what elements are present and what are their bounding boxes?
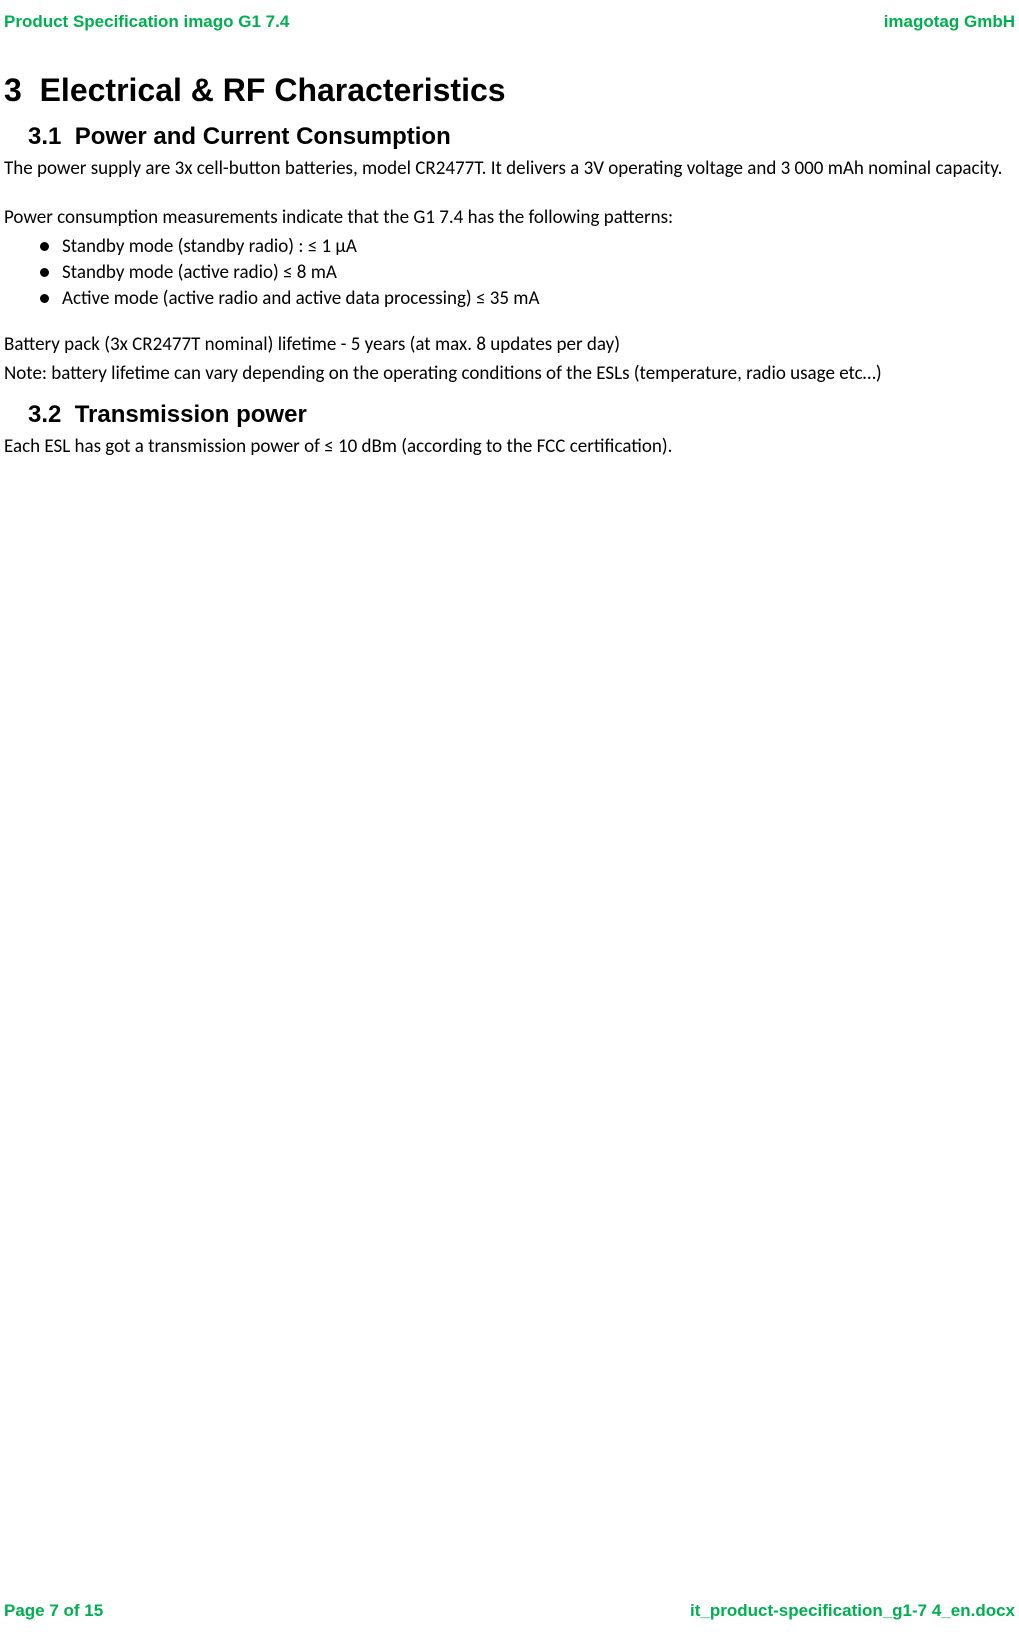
header-right: imagotag GmbH bbox=[884, 12, 1015, 32]
bullet-item: Standby mode (standby radio) : ≤ 1 µA bbox=[40, 234, 1015, 260]
bullet-item: Standby mode (active radio) ≤ 8 mA bbox=[40, 260, 1015, 286]
sub2-para1: Each ESL has got a transmission power of… bbox=[4, 435, 1015, 460]
section-number: 3 bbox=[4, 72, 22, 108]
footer-right: it_product-specification_g1-7 4_en.docx bbox=[690, 1601, 1015, 1621]
subsection-1-title: Power and Current Consumption bbox=[75, 123, 451, 150]
header-left: Product Specification imago G1 7.4 bbox=[4, 12, 289, 32]
page-content: 3 Electrical & RF Characteristics 3.1 Po… bbox=[0, 32, 1019, 459]
page-header: Product Specification imago G1 7.4 imago… bbox=[0, 0, 1019, 32]
sub1-para4: Note: battery lifetime can vary dependin… bbox=[4, 362, 1015, 387]
sub1-para1: The power supply are 3x cell-button batt… bbox=[4, 157, 1015, 182]
page-footer: Page 7 of 15 it_product-specification_g1… bbox=[4, 1601, 1015, 1621]
sub1-bullet-list: Standby mode (standby radio) : ≤ 1 µA St… bbox=[40, 234, 1015, 311]
subsection-heading-2: 3.2 Transmission power bbox=[28, 401, 1015, 429]
section-title: Electrical & RF Characteristics bbox=[40, 72, 506, 108]
subsection-2-title: Transmission power bbox=[75, 401, 307, 428]
section-heading: 3 Electrical & RF Characteristics bbox=[4, 72, 1015, 109]
footer-left: Page 7 of 15 bbox=[4, 1601, 103, 1621]
sub1-para2: Power consumption measurements indicate … bbox=[4, 206, 1015, 231]
subsection-2-number: 3.2 bbox=[28, 401, 61, 428]
bullet-item: Active mode (active radio and active dat… bbox=[40, 286, 1015, 312]
subsection-1-number: 3.1 bbox=[28, 123, 61, 150]
sub1-para3: Battery pack (3x CR2477T nominal) lifeti… bbox=[4, 333, 1015, 358]
subsection-heading-1: 3.1 Power and Current Consumption bbox=[28, 123, 1015, 151]
